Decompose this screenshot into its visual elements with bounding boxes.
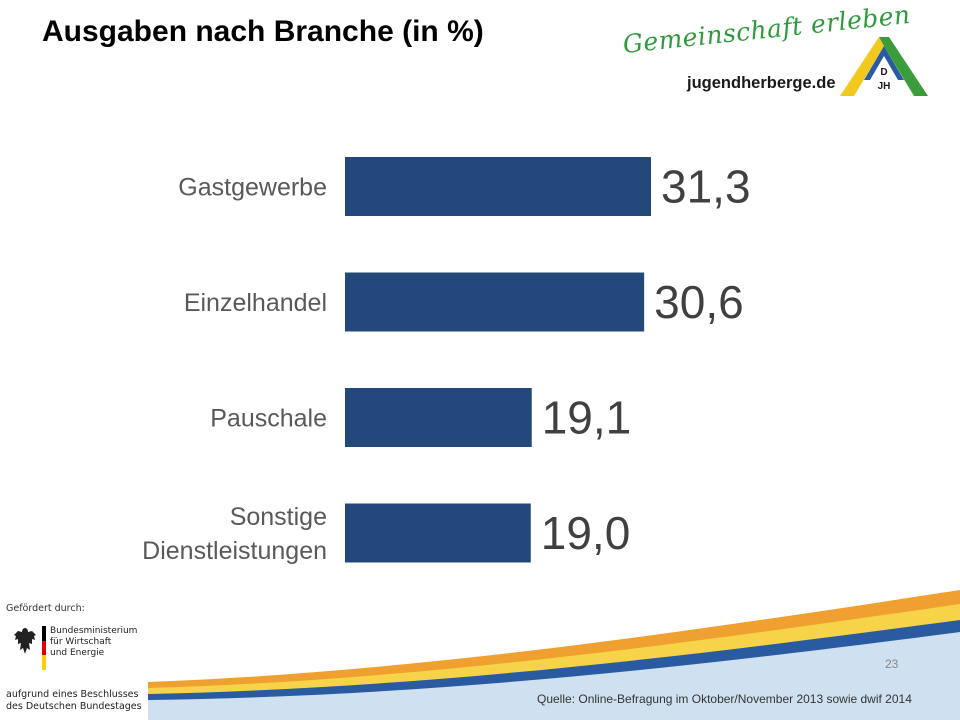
value-label-4: 19,0	[541, 507, 631, 559]
value-label-1: 31,3	[661, 161, 751, 213]
source-note: Quelle: Online-Befragung im Oktober/Nove…	[537, 692, 912, 706]
category-label-2: Einzelhandel	[184, 289, 327, 317]
category-label-3: Pauschale	[210, 405, 327, 433]
bar-chart: 31,3 Gastgewerbe 30,6 Einzelhandel 19,1 Pausc…	[142, 157, 751, 565]
djh-logo: Gemeinschaft erleben jugendherberge.de D…	[615, 0, 935, 108]
value-label-3: 19,1	[542, 392, 632, 444]
svg-text:D: D	[880, 67, 887, 78]
value-label-2: 30,6	[654, 276, 744, 328]
djh-tent-icon: D JH	[840, 37, 928, 96]
ministry-name: Bundesministerium für Wirtschaft und Ene…	[50, 626, 138, 658]
federal-eagle-icon	[14, 628, 36, 654]
german-flag-icon	[42, 626, 46, 670]
category-label-4: Sonstige Dienstleistungen	[142, 503, 327, 565]
funding-footer: aufgrund eines Beschlusses des Deutschen…	[6, 689, 142, 712]
svg-text:JH: JH	[878, 81, 891, 92]
slide-title: Ausgaben nach Branche (in %)	[42, 15, 484, 48]
bar-2	[345, 272, 645, 332]
bar-1	[345, 157, 651, 216]
bar-3	[345, 388, 532, 447]
page-number: 23	[885, 657, 899, 671]
category-label-1: Gastgewerbe	[178, 174, 327, 202]
logo-url: jugendherberge.de	[687, 74, 836, 92]
funding-notice: Gefördert durch: Bundesministerium für W…	[0, 598, 148, 720]
bar-4	[345, 503, 531, 563]
funding-header: Gefördert durch:	[6, 603, 85, 614]
